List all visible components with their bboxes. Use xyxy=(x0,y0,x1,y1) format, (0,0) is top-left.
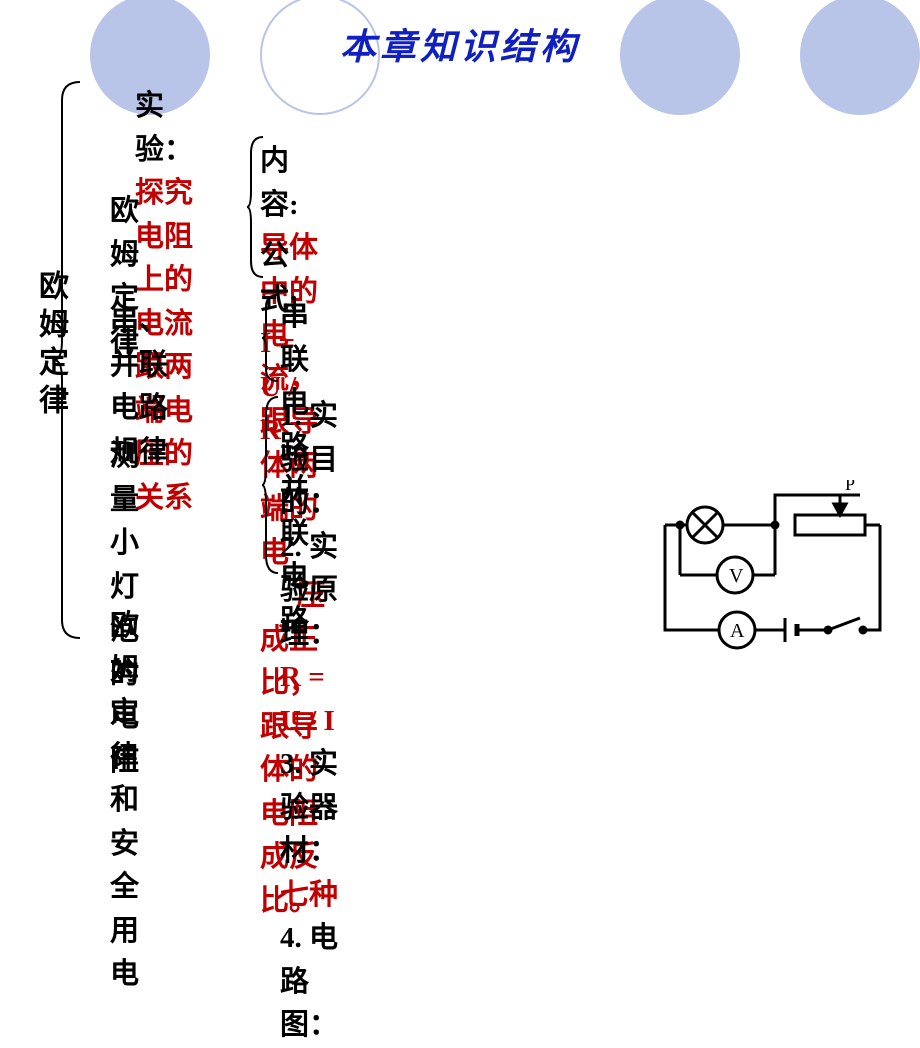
bulb-item3-label: 3. 实验器材： xyxy=(280,748,338,867)
rheostat-label: P xyxy=(845,480,855,494)
root-brace xyxy=(52,80,82,640)
bulb-brace xyxy=(260,395,280,575)
bulb-item2-label: 2. 实验原理： xyxy=(280,531,338,650)
voltmeter-label: V xyxy=(729,565,744,587)
safety-branch: 欧姆定律和安全用电 xyxy=(110,605,139,997)
measure-bulb-items: 1. 实验目的： 2. 实验原理： R = U / I 3. 实验器材： 七种 4.… xyxy=(280,395,338,1048)
circuit-rules-line1: 串、并联 xyxy=(110,305,168,381)
experiment-label: 实验： xyxy=(135,90,193,166)
bulb-item3-value: 七种 xyxy=(280,879,338,911)
bulb-item2-value: R = U / I xyxy=(280,661,335,737)
bulb-label-line1: 测量小灯 xyxy=(110,440,139,603)
bulb-item4: 4. 电路图： xyxy=(280,922,338,1041)
bulb-item1: 1. 实验目的： xyxy=(280,400,338,519)
ohm-content-label: 内容: xyxy=(260,145,299,221)
ammeter-label: A xyxy=(730,620,745,642)
page-title: 本章知识结构 xyxy=(0,18,920,70)
circuit-rules-brace xyxy=(260,293,280,383)
circuit-diagram: P V A xyxy=(645,480,895,650)
